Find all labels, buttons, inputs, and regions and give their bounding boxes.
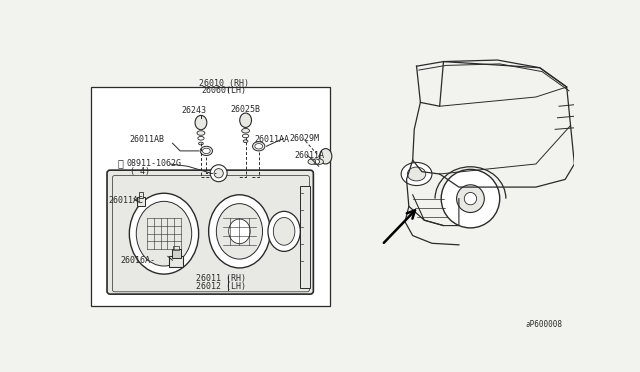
Circle shape xyxy=(441,169,500,228)
Ellipse shape xyxy=(243,140,248,142)
Circle shape xyxy=(214,169,223,178)
Ellipse shape xyxy=(319,148,332,164)
Ellipse shape xyxy=(401,163,432,186)
Bar xyxy=(173,246,179,250)
Ellipse shape xyxy=(129,193,198,274)
Ellipse shape xyxy=(240,113,252,128)
Text: ∂P600008: ∂P600008 xyxy=(526,320,563,329)
Text: 26011 (RH): 26011 (RH) xyxy=(196,274,246,283)
Bar xyxy=(139,192,143,198)
Ellipse shape xyxy=(316,159,323,164)
Bar xyxy=(172,249,181,258)
Ellipse shape xyxy=(308,159,316,164)
Text: 26060(LH): 26060(LH) xyxy=(202,86,246,95)
Ellipse shape xyxy=(273,218,295,245)
Text: 26011AB: 26011AB xyxy=(129,135,164,144)
FancyBboxPatch shape xyxy=(107,170,314,294)
Bar xyxy=(300,186,310,288)
Ellipse shape xyxy=(200,146,212,155)
Text: 26243: 26243 xyxy=(182,106,207,115)
Ellipse shape xyxy=(253,142,265,151)
Ellipse shape xyxy=(228,219,250,244)
Text: 26012 (LH): 26012 (LH) xyxy=(196,282,246,291)
Ellipse shape xyxy=(242,128,250,133)
Ellipse shape xyxy=(407,167,426,181)
Ellipse shape xyxy=(202,148,210,154)
Ellipse shape xyxy=(198,137,204,140)
Circle shape xyxy=(456,185,484,212)
Text: 26011AA: 26011AA xyxy=(255,135,290,144)
Text: ⓝ: ⓝ xyxy=(118,158,124,169)
Bar xyxy=(137,197,145,206)
Bar xyxy=(91,87,330,307)
Text: 26010 (RH): 26010 (RH) xyxy=(199,78,249,87)
Text: 26011AC: 26011AC xyxy=(109,196,143,205)
Text: 26025B: 26025B xyxy=(230,105,260,114)
Ellipse shape xyxy=(198,142,204,145)
Text: 08911-1062G: 08911-1062G xyxy=(126,158,181,168)
Circle shape xyxy=(464,192,477,205)
Ellipse shape xyxy=(195,115,207,130)
Ellipse shape xyxy=(136,201,192,266)
Ellipse shape xyxy=(255,144,262,149)
Ellipse shape xyxy=(312,159,319,164)
Text: ( 4): ( 4) xyxy=(130,167,150,176)
Text: 26029M: 26029M xyxy=(289,134,319,143)
Ellipse shape xyxy=(216,203,262,259)
Text: 26016A-: 26016A- xyxy=(120,256,155,265)
Ellipse shape xyxy=(268,211,300,251)
Text: 26011A: 26011A xyxy=(294,151,324,160)
Ellipse shape xyxy=(209,195,270,268)
Ellipse shape xyxy=(197,131,205,135)
Circle shape xyxy=(210,165,227,182)
Bar xyxy=(170,256,183,267)
Ellipse shape xyxy=(243,134,249,138)
